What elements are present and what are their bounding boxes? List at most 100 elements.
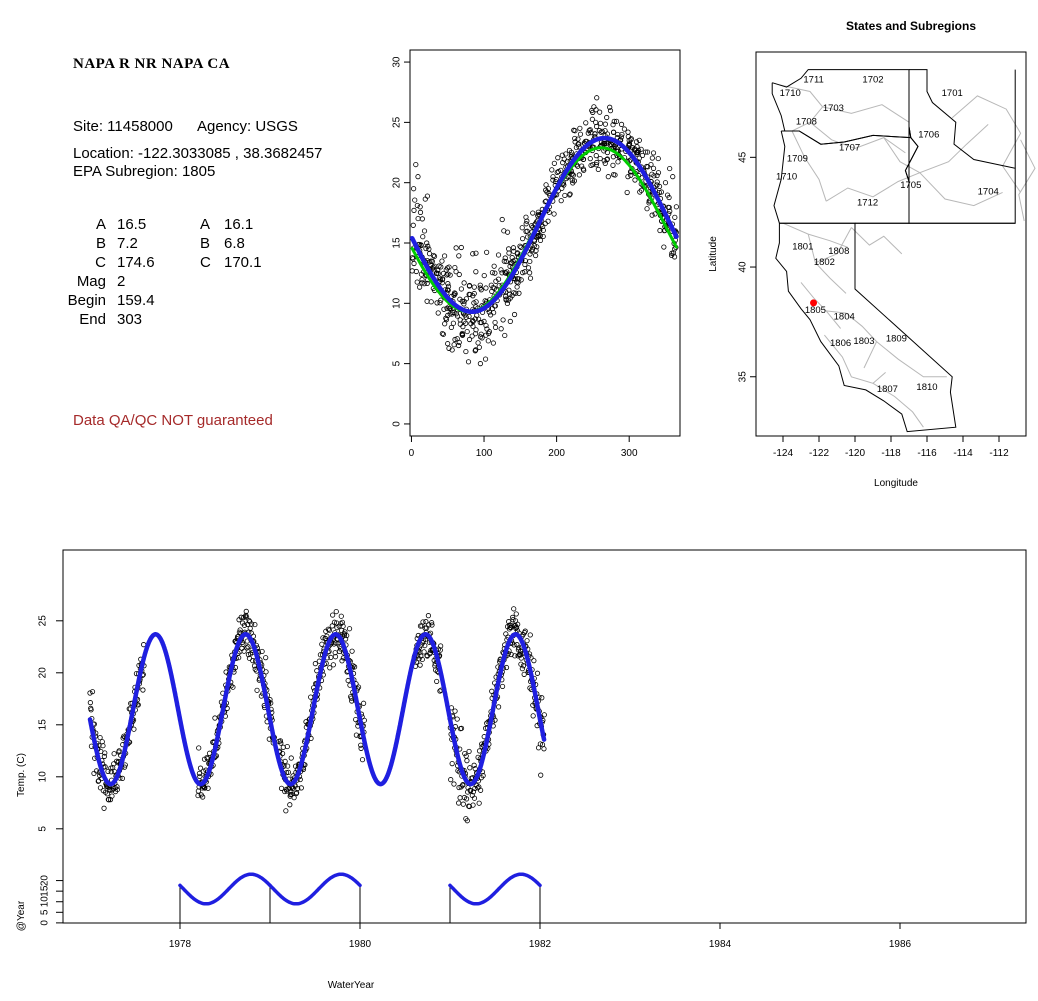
data-point: [634, 151, 640, 158]
data-point: [525, 265, 532, 271]
data-point: [452, 264, 458, 271]
data-point: [575, 163, 581, 169]
data-point: [114, 784, 120, 790]
y2-axis-label: @Year: [16, 900, 27, 931]
y-axis-label: Latitude: [708, 236, 719, 272]
x-tick-label: 100: [476, 448, 493, 459]
subregion-label: 1709: [787, 154, 808, 165]
data-point: [632, 177, 638, 183]
data-point: [514, 284, 520, 290]
data-point: [667, 165, 673, 172]
y2-tick-label: 20: [40, 875, 51, 887]
data-point: [555, 155, 561, 161]
data-point: [88, 707, 94, 713]
data-point: [615, 159, 621, 165]
data-point: [426, 251, 433, 257]
data-point: [513, 290, 519, 296]
data-point: [562, 192, 568, 199]
subregion-boundary: [872, 382, 924, 428]
data-point: [580, 156, 587, 162]
subregion-boundary: [876, 341, 947, 378]
data-point: [563, 151, 569, 157]
data-point: [662, 180, 669, 186]
data-point: [476, 344, 482, 350]
subregion-label: 1707: [839, 143, 860, 154]
data-point: [461, 280, 467, 286]
subregion-boundary: [782, 222, 848, 248]
data-point: [348, 695, 354, 701]
data-point: [437, 688, 443, 694]
data-point: [425, 613, 431, 619]
data-point: [510, 614, 516, 620]
data-point: [409, 268, 415, 274]
data-point: [452, 336, 458, 343]
data-point: [471, 762, 477, 768]
data-point: [439, 258, 445, 264]
x-tick-label: -112: [989, 448, 1009, 459]
data-point: [625, 129, 631, 135]
data-point: [236, 629, 242, 635]
data-point: [495, 704, 502, 710]
data-point: [473, 299, 479, 305]
data-point: [507, 291, 513, 297]
data-point: [559, 152, 565, 158]
data-point: [639, 152, 646, 159]
location-line: Location: -122.3033085 , 38.3682457: [73, 145, 323, 162]
data-point: [425, 243, 431, 249]
data-point: [417, 204, 423, 210]
data-point: [435, 267, 441, 274]
data-point: [638, 146, 644, 152]
data-point: [101, 805, 107, 811]
subregion-boundary: [1018, 139, 1036, 222]
y-tick-label: 15: [38, 719, 49, 731]
x-tick-label: -114: [953, 448, 973, 459]
data-point: [511, 248, 517, 254]
subregion-line: EPA Subregion: 1805: [73, 163, 216, 180]
data-point: [460, 801, 466, 807]
data-point: [460, 324, 466, 330]
data-point: [591, 104, 597, 110]
data-point: [195, 788, 201, 794]
data-point: [454, 716, 460, 722]
data-point: [550, 177, 556, 183]
data-point: [507, 318, 513, 324]
data-point: [100, 743, 106, 749]
data-point: [506, 250, 512, 256]
data-point: [446, 264, 452, 270]
data-point: [419, 656, 425, 663]
blue-fit-curve: [409, 135, 679, 315]
data-point: [428, 299, 434, 305]
data-point: [458, 286, 465, 292]
subregion-label: 1805: [805, 305, 826, 316]
data-point: [543, 182, 549, 188]
data-point: [319, 641, 325, 647]
subregion-label: 1702: [862, 75, 883, 86]
data-point: [419, 277, 425, 283]
data-point: [331, 619, 338, 625]
data-point: [418, 242, 424, 249]
data-point: [439, 280, 445, 286]
x-tick-label: -118: [881, 448, 901, 459]
subregion-label: 1809: [886, 334, 907, 345]
data-point: [415, 174, 421, 180]
annual-fit-curve: [448, 872, 542, 906]
data-point: [512, 276, 518, 282]
parameter-value-fit2: 16.1: [224, 216, 254, 233]
data-point: [549, 167, 555, 173]
data-point: [458, 244, 464, 251]
data-point: [464, 818, 470, 824]
data-point: [492, 319, 498, 326]
data-point: [434, 678, 440, 685]
data-point: [655, 155, 661, 162]
data-point: [438, 643, 444, 649]
data-point: [490, 340, 496, 346]
data-point: [535, 209, 541, 215]
data-point: [522, 628, 528, 634]
data-point: [473, 347, 479, 353]
data-point: [355, 684, 362, 690]
data-point: [612, 172, 618, 178]
y-tick-label: 5: [38, 826, 49, 832]
data-point: [602, 121, 608, 127]
x-tick-label: -120: [845, 448, 865, 459]
data-point: [463, 796, 470, 802]
